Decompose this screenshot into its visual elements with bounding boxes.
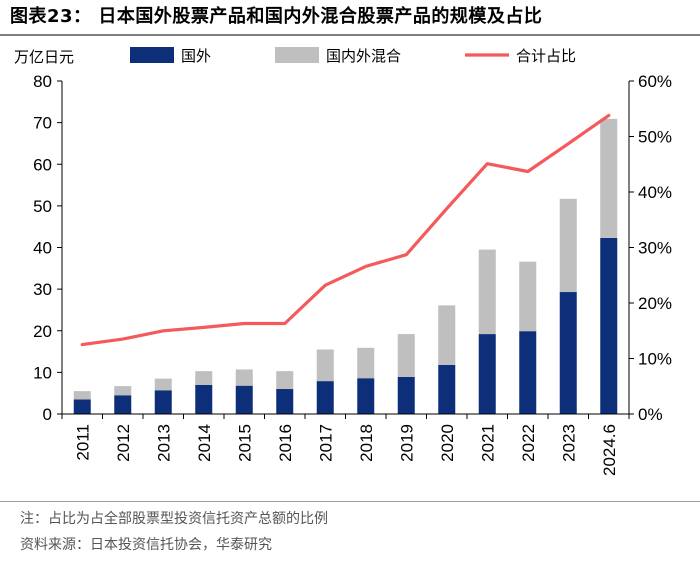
- bar-foreign-2017: [316, 381, 334, 414]
- bar-mixed-2016: [276, 371, 294, 390]
- bar-mixed-2018: [357, 347, 375, 379]
- y-left-tick-40: 40: [33, 239, 52, 258]
- legend-label-mixed: 国内外混合: [326, 47, 401, 65]
- bar-mixed-2011: [73, 391, 91, 400]
- bar-foreign-2013: [154, 390, 172, 414]
- bar-mixed-2012: [114, 386, 132, 396]
- bar-foreign-2023: [559, 292, 577, 414]
- bar-mixed-2013: [154, 378, 172, 391]
- bar-mixed-2022: [519, 261, 537, 332]
- y-right-tick-20%: 20%: [638, 294, 672, 313]
- x-tick-2014: 2014: [195, 424, 214, 462]
- x-tick-2021: 2021: [478, 424, 497, 462]
- legend-label-share: 合计占比: [516, 47, 576, 65]
- bar-mixed-2020: [438, 305, 456, 365]
- x-tick-2020: 2020: [438, 424, 457, 462]
- bar-mixed-2015: [235, 369, 253, 386]
- y-left-tick-50: 50: [33, 197, 52, 216]
- x-tick-2011: 2011: [73, 424, 92, 461]
- bar-foreign-2012: [114, 395, 132, 414]
- bar-foreign-2016: [276, 389, 294, 414]
- x-tick-2017: 2017: [316, 424, 335, 462]
- bar-foreign-2014: [195, 384, 213, 414]
- y-left-tick-10: 10: [33, 363, 52, 382]
- figure-title: 图表23： 日本国外股票产品和国内外混合股票产品的规模及占比: [10, 6, 543, 27]
- bar-mixed-2024.6: [600, 118, 618, 238]
- x-tick-2022: 2022: [519, 424, 538, 462]
- bar-foreign-2022: [519, 331, 537, 414]
- y-right-tick-30%: 30%: [638, 239, 672, 258]
- y-right-tick-60%: 60%: [638, 72, 672, 91]
- x-tick-2015: 2015: [235, 424, 254, 462]
- bar-mixed-2023: [559, 198, 577, 293]
- y-right-tick-10%: 10%: [638, 350, 672, 369]
- x-tick-2013: 2013: [154, 424, 173, 462]
- line-total-share: [80, 113, 611, 347]
- chart: 0 10 20 30 40 50 60 70 80 0% 10% 20% 30% 40% 50% 60% 201…: [14, 47, 672, 476]
- x-tick-2023: 2023: [559, 424, 578, 462]
- legend-swatch-mixed: [275, 47, 319, 63]
- title-divider: [0, 34, 700, 36]
- y-right-tick-0%: 0%: [638, 405, 663, 424]
- bar-mixed-2014: [195, 371, 213, 385]
- y-left-tick-20: 20: [33, 322, 52, 341]
- y-left-tick-30: 30: [33, 280, 52, 299]
- bar-foreign-2024.6: [600, 237, 618, 414]
- y-left-tick-70: 70: [33, 114, 52, 133]
- bar-mixed-2017: [316, 349, 334, 382]
- x-tick-2018: 2018: [357, 424, 376, 462]
- bar-foreign-2019: [397, 376, 415, 414]
- bar-foreign-2011: [73, 399, 91, 414]
- bar-foreign-2021: [478, 334, 496, 414]
- footer-divider: [0, 501, 700, 502]
- x-tick-2024.6: 2024.6: [600, 424, 619, 476]
- y-right-tick-40%: 40%: [638, 183, 672, 202]
- y-left-tick-60: 60: [33, 155, 52, 174]
- y-left-tick-80: 80: [33, 72, 52, 91]
- chart-source: 资料来源：日本投资信托协会，华泰研究: [20, 537, 272, 553]
- bar-mixed-2021: [478, 249, 496, 335]
- y-left-tick-0: 0: [43, 405, 52, 424]
- chart-note: 注：占比为占全部股票型投资信托资产总额的比例: [20, 511, 328, 527]
- y-axis-unit-label: 万亿日元: [14, 48, 74, 66]
- bar-foreign-2020: [438, 364, 456, 414]
- legend-swatch-foreign: [130, 47, 174, 63]
- x-tick-2016: 2016: [276, 424, 295, 462]
- bar-foreign-2015: [235, 385, 253, 414]
- y-right-tick-50%: 50%: [638, 128, 672, 147]
- x-tick-2019: 2019: [397, 424, 416, 462]
- x-tick-2012: 2012: [114, 424, 133, 462]
- bar-foreign-2018: [357, 378, 375, 414]
- legend-label-foreign: 国外: [181, 47, 211, 65]
- bar-mixed-2019: [397, 334, 415, 377]
